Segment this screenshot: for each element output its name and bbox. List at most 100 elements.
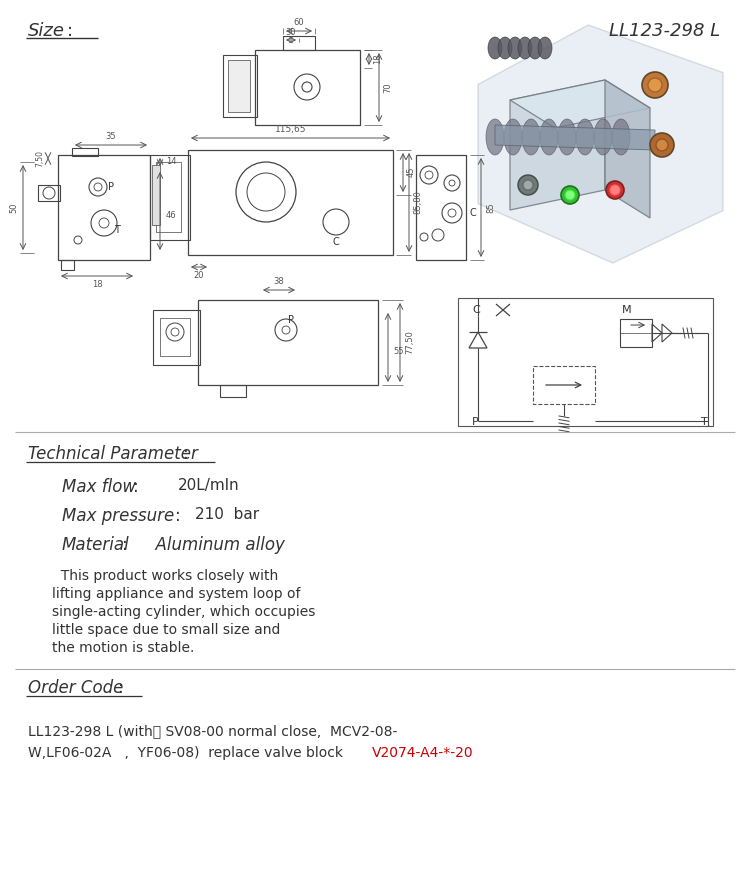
- Bar: [156, 162, 181, 232]
- Ellipse shape: [488, 37, 502, 59]
- Bar: [160, 318, 190, 356]
- Text: M: M: [622, 305, 632, 315]
- Bar: [458, 298, 713, 426]
- Text: W,LF06-02A   ,  YF06-08)  replace valve block: W,LF06-02A , YF06-08) replace valve bloc…: [28, 746, 347, 760]
- Circle shape: [648, 78, 662, 92]
- Bar: [255, 50, 360, 125]
- Ellipse shape: [508, 37, 522, 59]
- Text: lifting appliance and system loop of: lifting appliance and system loop of: [52, 587, 301, 601]
- Text: 38: 38: [274, 277, 284, 286]
- Text: 30: 30: [286, 28, 296, 37]
- Text: 85,80: 85,80: [413, 190, 422, 214]
- Text: :: :: [118, 679, 124, 697]
- Circle shape: [650, 133, 674, 157]
- Text: 14: 14: [166, 158, 176, 166]
- Ellipse shape: [576, 119, 594, 155]
- Text: 85: 85: [486, 202, 495, 212]
- Bar: [620, 319, 652, 347]
- Text: the motion is stable.: the motion is stable.: [52, 641, 194, 655]
- Text: C: C: [333, 237, 339, 247]
- Ellipse shape: [486, 119, 504, 155]
- Text: Technical Parameter: Technical Parameter: [28, 445, 198, 463]
- Text: 210  bar: 210 bar: [195, 507, 260, 522]
- Bar: [58, 155, 150, 260]
- Circle shape: [523, 180, 533, 190]
- Text: Max pressure: Max pressure: [62, 507, 174, 525]
- Text: :: :: [175, 507, 181, 525]
- Circle shape: [656, 139, 668, 151]
- Ellipse shape: [528, 37, 542, 59]
- Bar: [223, 55, 257, 117]
- Polygon shape: [605, 80, 650, 218]
- Polygon shape: [478, 25, 723, 263]
- Ellipse shape: [612, 119, 630, 155]
- Bar: [152, 165, 160, 225]
- Text: 20L/mln: 20L/mln: [178, 478, 240, 493]
- Polygon shape: [510, 80, 650, 128]
- Text: C: C: [469, 208, 476, 218]
- Text: 60: 60: [294, 18, 304, 27]
- Text: P: P: [288, 315, 294, 325]
- Bar: [283, 36, 315, 50]
- Circle shape: [561, 186, 579, 204]
- Ellipse shape: [518, 37, 532, 59]
- Text: 45: 45: [407, 166, 416, 177]
- Bar: [220, 385, 246, 397]
- Text: 18: 18: [92, 280, 102, 289]
- Text: T: T: [114, 225, 120, 235]
- Text: P: P: [472, 417, 478, 427]
- Ellipse shape: [538, 37, 552, 59]
- Text: T: T: [701, 417, 708, 427]
- Text: Aluminum alloy: Aluminum alloy: [145, 536, 285, 554]
- Bar: [72, 148, 98, 156]
- Text: :: :: [122, 536, 128, 554]
- Text: 50: 50: [10, 203, 19, 212]
- Polygon shape: [495, 125, 655, 150]
- Ellipse shape: [504, 119, 522, 155]
- Text: 70: 70: [383, 82, 392, 93]
- Text: Material: Material: [62, 536, 130, 554]
- Text: :: :: [183, 445, 189, 463]
- Polygon shape: [510, 80, 605, 210]
- Text: 20: 20: [194, 271, 204, 280]
- Text: 77,50: 77,50: [405, 331, 414, 354]
- Text: :: :: [133, 478, 139, 496]
- Text: 115,65: 115,65: [274, 125, 306, 134]
- Bar: [228, 60, 250, 112]
- Bar: [198, 300, 378, 385]
- Text: Order Code: Order Code: [28, 679, 123, 697]
- Ellipse shape: [522, 119, 540, 155]
- Ellipse shape: [594, 119, 612, 155]
- Text: 46: 46: [166, 211, 177, 219]
- Circle shape: [606, 181, 624, 199]
- Ellipse shape: [540, 119, 558, 155]
- Bar: [150, 155, 190, 240]
- Bar: [533, 366, 595, 404]
- Text: single-acting cylinder, which occupies: single-acting cylinder, which occupies: [52, 605, 315, 619]
- Ellipse shape: [498, 37, 512, 59]
- Text: Size: Size: [28, 22, 65, 40]
- Text: little space due to small size and: little space due to small size and: [52, 623, 280, 637]
- Text: V2074-A4-*-20: V2074-A4-*-20: [372, 746, 474, 760]
- Bar: [188, 150, 393, 255]
- Circle shape: [642, 72, 668, 98]
- Text: This product works closely with: This product works closely with: [52, 569, 278, 583]
- Bar: [38, 185, 60, 201]
- Text: C: C: [472, 305, 480, 315]
- Text: P: P: [108, 182, 114, 192]
- Bar: [153, 310, 200, 365]
- Bar: [416, 155, 466, 260]
- Text: 35: 35: [106, 132, 116, 141]
- Circle shape: [565, 190, 575, 200]
- Text: :: :: [67, 22, 74, 40]
- Text: 18: 18: [373, 54, 382, 65]
- Bar: [61, 260, 74, 270]
- Text: 7,50: 7,50: [35, 150, 44, 167]
- Text: LL123-298 L: LL123-298 L: [609, 22, 720, 40]
- Circle shape: [518, 175, 538, 195]
- Text: LL123-298 L (with： SV08-00 normal close,  MCV2-08-: LL123-298 L (with： SV08-00 normal close,…: [28, 724, 398, 738]
- Text: 55: 55: [393, 348, 404, 357]
- Circle shape: [610, 185, 620, 195]
- Text: Max flow: Max flow: [62, 478, 136, 496]
- Ellipse shape: [558, 119, 576, 155]
